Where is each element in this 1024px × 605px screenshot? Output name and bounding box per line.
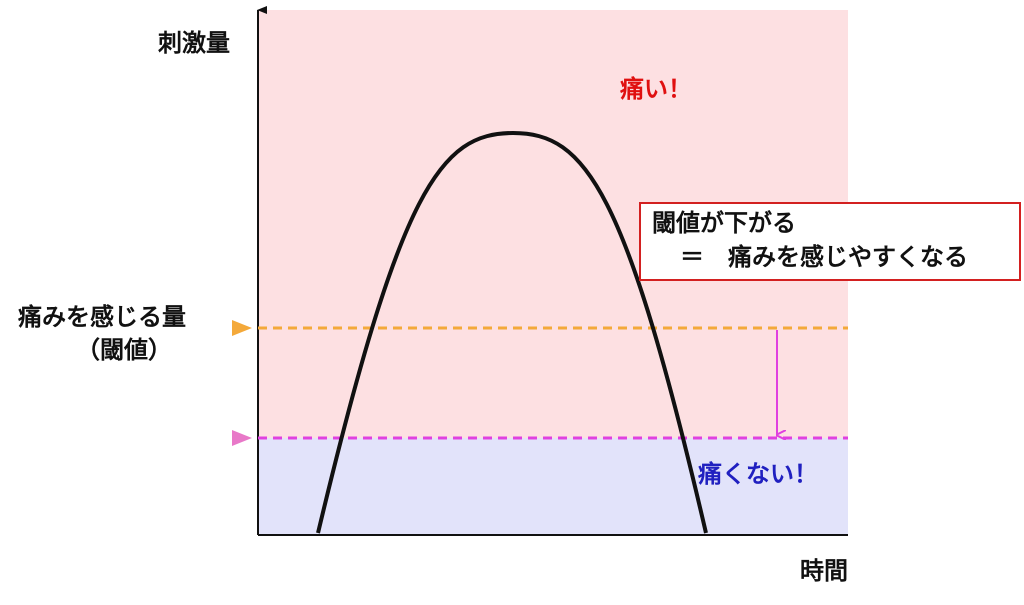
threshold-sub-label: （閾値） xyxy=(76,336,172,364)
old-threshold-marker xyxy=(232,320,252,336)
no-pain-label: 痛くない！ xyxy=(698,460,818,488)
pain-label: 痛い！ xyxy=(620,75,692,103)
y-axis-label: 刺激量 xyxy=(158,29,230,57)
threshold-label: 痛みを感じる量 xyxy=(18,303,186,331)
note-line1: 閾値が下がる xyxy=(652,209,796,237)
no-pain-region xyxy=(258,438,848,535)
note-box xyxy=(639,202,1021,281)
note-line2: ＝ 痛みを感じやすくなる xyxy=(680,243,968,271)
new-threshold-marker xyxy=(232,430,252,446)
x-axis-label: 時間 xyxy=(800,557,848,585)
stimulus-curve xyxy=(316,130,708,534)
